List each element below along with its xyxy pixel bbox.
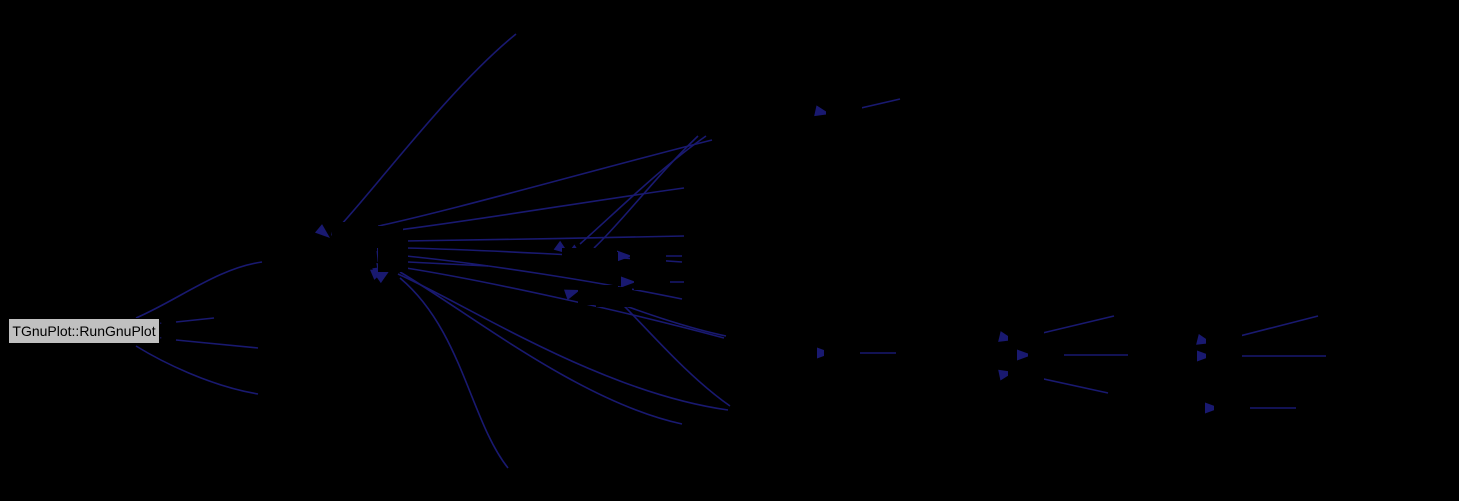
graph-edge-arrowhead [564,289,580,301]
graph-edge [407,261,489,267]
graph-edge [579,135,707,245]
graph-edge [397,273,729,411]
graph-node[interactable] [596,287,632,307]
graph-edge-arrowhead [374,270,390,284]
graph-node[interactable] [826,103,862,119]
graph-node[interactable] [1206,333,1242,349]
graph-edge [593,135,699,249]
graph-node[interactable] [1008,330,1044,346]
graph-node-focus[interactable]: TGnuPlot::RunGnuPlot [8,318,160,344]
graph-edge [1227,315,1319,340]
graph-edge-arrowhead [1205,402,1220,414]
edge-layer [135,33,1326,469]
graph-edge [381,187,685,233]
graph-edge-arrowhead [1017,349,1032,361]
graph-edge [399,271,683,425]
graph-edge [405,255,683,300]
graph-edge [175,317,215,323]
graph-edge [175,339,259,349]
graph-node[interactable] [1206,352,1242,368]
graph-edge-arrowhead [314,224,330,238]
graph-node-label: TGnuPlot::RunGnuPlot [12,323,156,339]
graph-node[interactable] [578,252,618,272]
graph-node[interactable] [1028,348,1064,364]
graph-edge [399,277,509,469]
graph-edge [611,293,731,407]
graph-edge [339,33,517,227]
graph-node[interactable] [634,274,670,290]
graph-edge [135,261,263,319]
graph-node[interactable] [824,345,860,361]
graph-edge [359,139,713,231]
graph-edge-arrowhead [617,250,632,262]
graph-node[interactable] [1214,402,1250,418]
graph-edge [135,345,259,395]
graph-edge [403,235,685,242]
graph-edge [1029,315,1115,337]
graph-node[interactable] [1008,367,1044,383]
graph-edge [405,267,725,339]
graph-node[interactable] [630,251,666,267]
graph-node[interactable] [378,263,408,272]
graph-edge-arrowhead [1197,350,1212,362]
graph-edge-arrowhead [621,276,636,288]
